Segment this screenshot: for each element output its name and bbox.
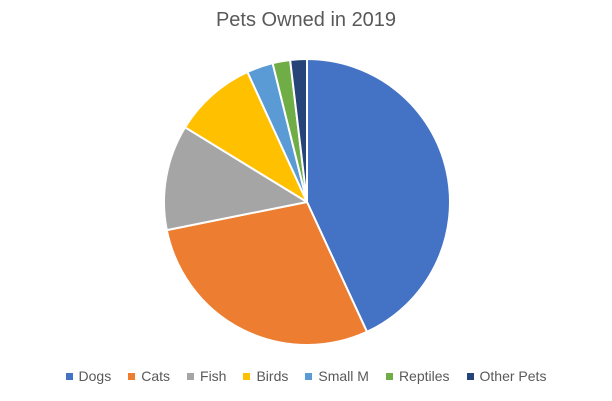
pie-slice-birds [184,70,308,203]
legend-label-small-m: Small M [318,368,369,384]
legend-label-reptiles: Reptiles [398,368,450,384]
legend-swatch-reptiles [385,372,393,380]
pie-slice-dogs [306,58,451,333]
legend-item-reptiles: Reptiles [385,368,450,384]
legend-swatch-dogs [65,372,73,380]
legend-label-cats: Cats [141,368,171,384]
legend-item-other-pets: Other Pets [466,368,547,384]
legend-label-dogs: Dogs [78,368,112,384]
legend-swatch-fish [187,372,195,380]
legend-label-other-pets: Other Pets [479,368,547,384]
legend-item-dogs: Dogs [65,368,112,384]
legend-label-fish: Fish [200,368,227,384]
chart-title: Pets Owned in 2019 [215,9,397,31]
legend-item-fish: Fish [187,368,226,384]
chart-legend: Dogs Cats Fish Birds Small M Reptiles Other Pe… [0,368,612,384]
legend-item-birds: Birds [243,368,288,384]
pie-slice-other-pets [289,58,308,203]
legend-swatch-cats [128,372,136,380]
legend-swatch-small-m [305,372,313,380]
legend-item-cats: Cats [128,368,170,384]
legend-label-birds: Birds [256,368,289,384]
legend-swatch-other-pets [466,372,474,380]
pie-slice-fish [163,126,308,232]
legend-item-small-m: Small M [305,368,369,384]
legend-swatch-birds [243,372,251,380]
pie-slice-cats [165,201,368,346]
